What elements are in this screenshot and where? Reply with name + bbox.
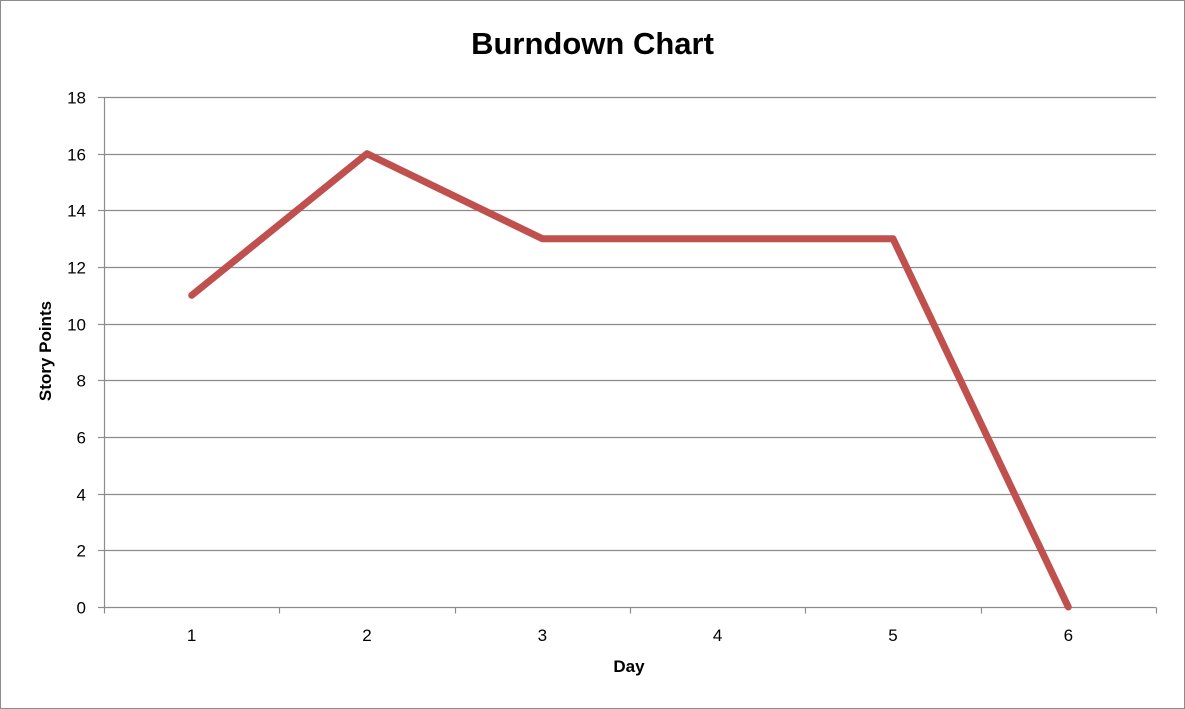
y-tick-label: 8 xyxy=(77,372,86,391)
y-axis-ticks: 0 2 4 6 8 10 12 14 16 18 xyxy=(67,89,104,618)
x-tick-label: 5 xyxy=(888,626,897,645)
y-tick-label: 16 xyxy=(67,146,86,165)
gridlines xyxy=(104,96,1156,552)
y-tick-label: 2 xyxy=(77,542,86,561)
x-tick-label: 4 xyxy=(713,626,722,645)
y-tick-label: 4 xyxy=(77,486,86,505)
y-tick-label: 10 xyxy=(67,316,86,335)
y-tick-label: 14 xyxy=(67,202,86,221)
series-line xyxy=(188,150,1072,611)
y-axis-title: Story Points xyxy=(36,301,55,401)
y-tick-label: 6 xyxy=(77,429,86,448)
y-tick-label: 18 xyxy=(67,89,86,108)
x-tick-label: 2 xyxy=(362,626,371,645)
chart-title: Burndown Chart xyxy=(471,26,714,61)
axes xyxy=(103,97,1156,609)
y-tick-label: 12 xyxy=(67,259,86,278)
y-tick-label: 0 xyxy=(77,599,86,618)
series-group xyxy=(188,150,1072,611)
x-axis-ticks: 1 2 3 4 5 6 xyxy=(103,607,1158,645)
x-tick-label: 6 xyxy=(1064,626,1073,645)
x-axis-title: Day xyxy=(613,657,645,676)
x-tick-label: 1 xyxy=(187,626,196,645)
x-tick-label: 3 xyxy=(538,626,547,645)
